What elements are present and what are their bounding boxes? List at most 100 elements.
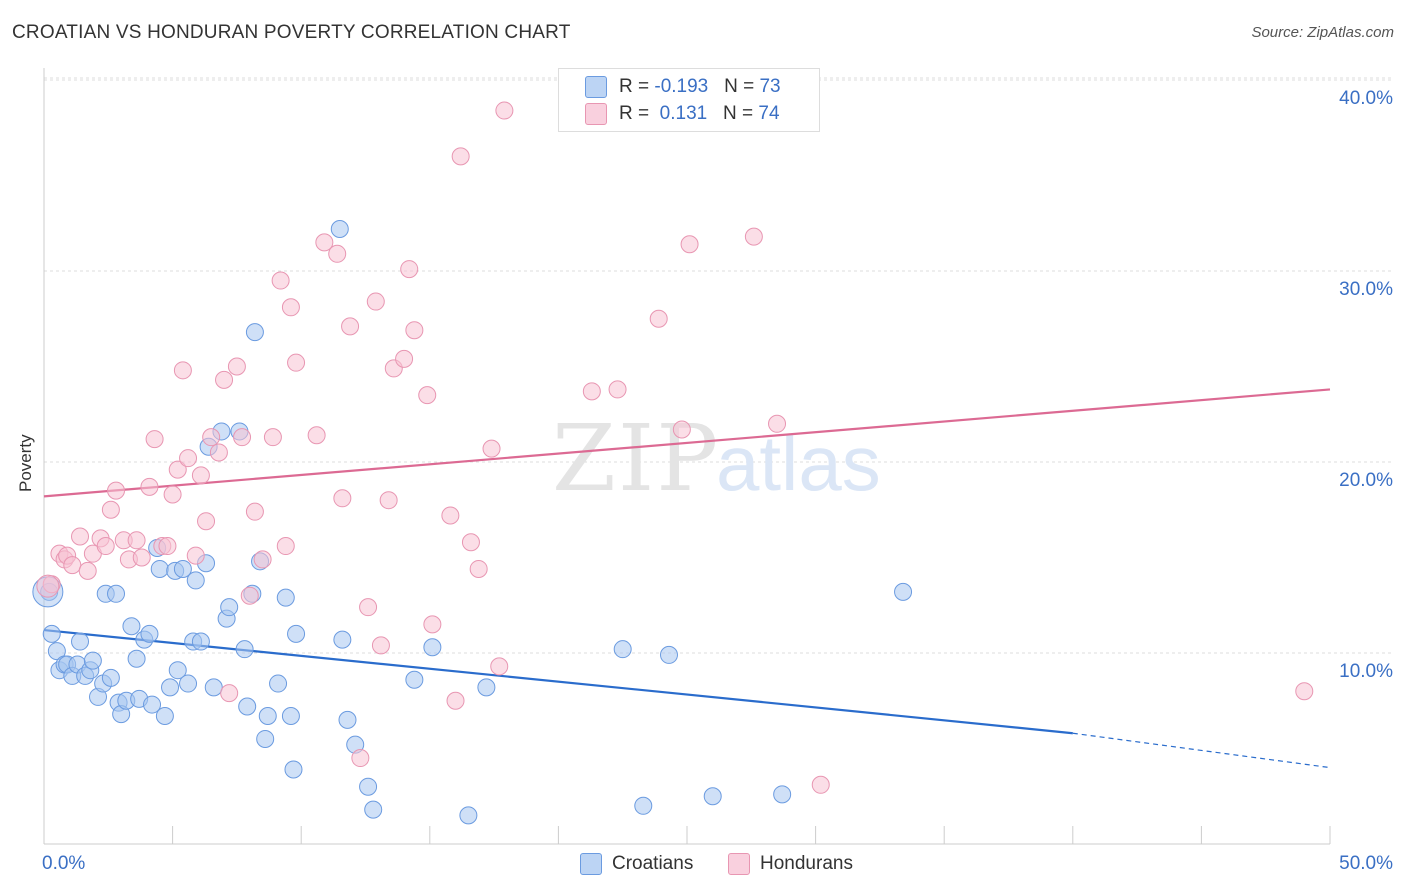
point-honduran: [649, 309, 668, 328]
trend-line-croatians: [43, 628, 1073, 735]
point-croatian: [204, 678, 223, 697]
legend-label-hondurans: Hondurans: [760, 853, 853, 874]
point-honduran: [179, 449, 198, 468]
point-croatian: [287, 624, 306, 643]
point-croatian: [634, 796, 653, 815]
point-croatian: [122, 617, 141, 636]
point-croatian: [143, 695, 162, 714]
point-honduran: [395, 349, 414, 368]
point-honduran: [191, 466, 210, 485]
legend-n-value: 73: [759, 76, 781, 97]
watermark-zip: ZIP: [552, 405, 720, 512]
legend-label-croatians: Croatians: [612, 853, 694, 874]
point-honduran: [145, 430, 164, 449]
point-croatian: [140, 624, 159, 643]
point-croatian: [364, 800, 383, 819]
point-croatian: [168, 661, 187, 680]
trend-line-hondurans: [43, 388, 1331, 498]
point-honduran: [608, 380, 627, 399]
point-honduran: [307, 426, 326, 445]
point-honduran-cluster: [36, 574, 60, 598]
point-croatian: [235, 640, 254, 659]
point-honduran: [469, 559, 488, 578]
watermark-atlas: atlas: [716, 419, 881, 507]
point-croatian: [83, 651, 102, 670]
point-croatian: [405, 670, 424, 689]
croatians-swatch: [585, 76, 607, 98]
point-honduran: [441, 506, 460, 525]
point-honduran: [328, 244, 347, 263]
legend-n-label: N =: [723, 103, 759, 124]
correlation-legend: R = -0.193 N = 73 R = 0.131 N = 74: [558, 68, 820, 132]
point-honduran: [315, 233, 334, 252]
point-honduran: [253, 550, 272, 569]
point-croatian: [256, 729, 275, 748]
point-honduran: [495, 101, 514, 120]
point-honduran: [215, 370, 234, 389]
point-honduran: [71, 527, 90, 546]
legend-r-value: -0.193: [654, 76, 709, 97]
point-croatian: [179, 674, 198, 693]
point-honduran: [446, 691, 465, 710]
trend-line-croatians-extension: [1072, 732, 1331, 769]
point-croatian: [613, 640, 632, 659]
y-tick-label: 40.0%: [1339, 88, 1393, 109]
point-honduran: [680, 235, 699, 254]
legend-r-label: R =: [619, 103, 655, 124]
point-croatian: [338, 710, 357, 729]
point-honduran: [173, 361, 192, 380]
legend-r-label: R =: [619, 76, 655, 97]
point-croatian: [245, 323, 264, 342]
x-tick-label: 50.0%: [1339, 853, 1393, 874]
point-honduran: [744, 227, 763, 246]
point-honduran: [140, 477, 159, 496]
point-croatian: [173, 559, 192, 578]
point-honduran: [127, 531, 146, 550]
tick-labels: 10.0% 20.0% 30.0% 40.0% 0.0% 50.0%: [42, 88, 1393, 874]
y-tick-label: 10.0%: [1339, 661, 1393, 682]
point-croatian: [191, 632, 210, 651]
point-honduran: [281, 298, 300, 317]
point-honduran: [202, 428, 221, 447]
chart-title: CROATIAN VS HONDURAN POVERTY CORRELATION…: [12, 22, 571, 43]
point-croatian: [459, 806, 478, 825]
point-croatian: [359, 777, 378, 796]
hondurans-swatch: [728, 853, 750, 875]
watermark: ZIP atlas: [552, 405, 881, 512]
point-honduran: [333, 489, 352, 508]
point-honduran: [672, 420, 691, 439]
point-honduran: [351, 749, 370, 768]
point-honduran: [107, 481, 126, 500]
point-honduran: [371, 636, 390, 655]
point-croatian: [330, 219, 349, 238]
point-honduran: [78, 561, 97, 580]
point-honduran: [423, 615, 442, 634]
y-tick-label: 20.0%: [1339, 470, 1393, 491]
point-honduran: [341, 317, 360, 336]
point-croatian: [703, 787, 722, 806]
point-honduran: [101, 500, 120, 519]
point-honduran: [96, 537, 115, 556]
point-croatian: [333, 630, 352, 649]
point-croatian: [894, 582, 913, 601]
point-honduran: [400, 260, 419, 279]
point-croatian: [276, 588, 295, 607]
point-honduran: [263, 428, 282, 447]
point-honduran: [240, 586, 259, 605]
point-croatian: [284, 760, 303, 779]
point-honduran: [366, 292, 385, 311]
y-axis-label: Poverty: [16, 434, 35, 492]
point-honduran: [490, 657, 509, 676]
point-croatian: [186, 571, 205, 590]
point-honduran: [811, 775, 830, 794]
x-tick-label: 0.0%: [42, 853, 85, 874]
legend-n-value: 74: [758, 103, 780, 124]
point-croatian: [42, 624, 61, 643]
point-honduran: [227, 357, 246, 376]
point-croatian: [238, 697, 257, 716]
y-tick-label: 30.0%: [1339, 279, 1393, 300]
point-honduran: [461, 533, 480, 552]
point-honduran: [768, 414, 787, 433]
point-croatian: [155, 707, 174, 726]
point-honduran: [197, 512, 216, 531]
